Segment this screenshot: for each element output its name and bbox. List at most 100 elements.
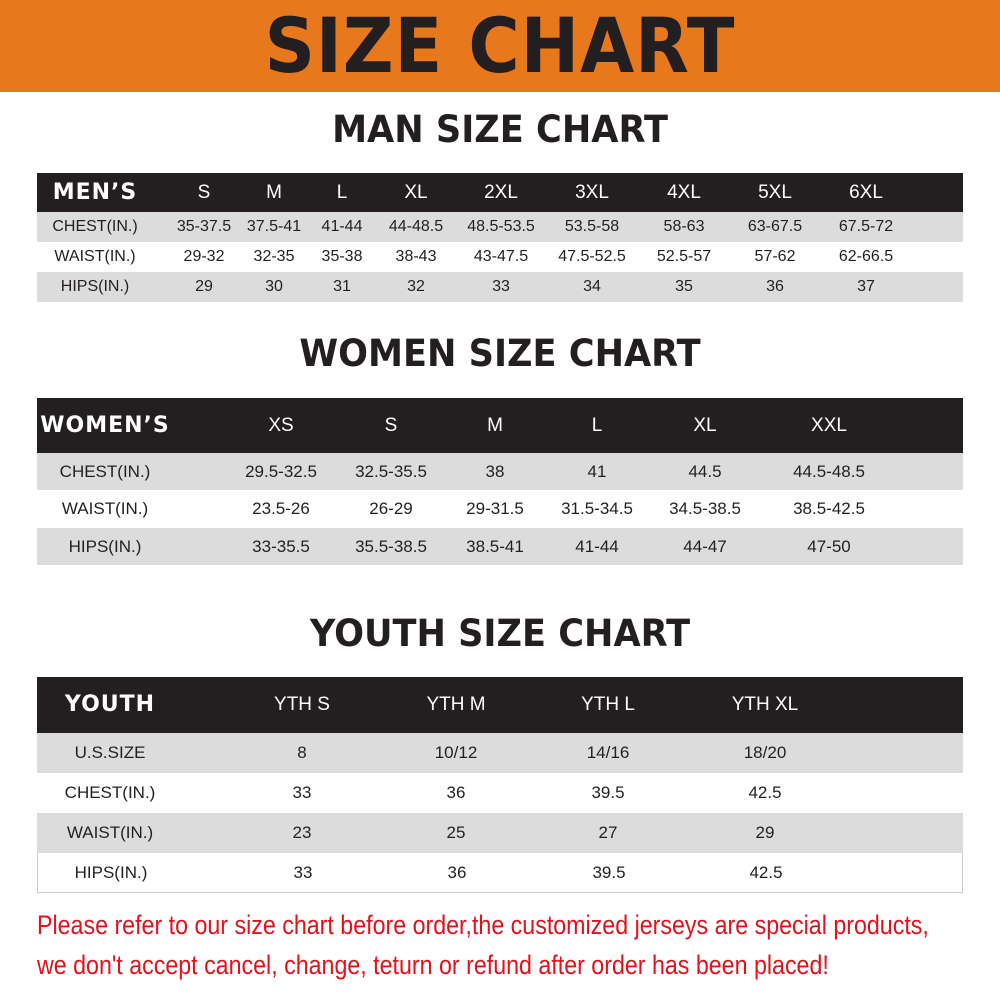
table-row: HIPS(IN.) 33 36 39.5 42.5 (37, 853, 963, 893)
table-cell: 57-62 (754, 248, 796, 265)
notice-line-1: Please refer to our size chart before or… (37, 910, 929, 940)
row-label: CHEST(IN.) (64, 783, 156, 802)
row-label: CHEST(IN.) (52, 218, 138, 235)
table-cell: 32-35 (253, 248, 295, 265)
table-cell: YTH L (581, 694, 635, 715)
table-cell: 32.5-35.5 (355, 462, 427, 481)
table-cell: S (384, 415, 398, 436)
row-label: U.S.SIZE (74, 743, 146, 762)
table-cell: L (336, 182, 348, 203)
table-cell: 38.5-42.5 (793, 499, 865, 518)
youth-section-title: YOUTH SIZE CHART (309, 612, 691, 655)
table-cell: 35-38 (321, 248, 363, 265)
row-label: WAIST(IN.) (61, 499, 149, 518)
table-cell: 47.5-52.5 (558, 248, 626, 265)
table-cell: 29-32 (183, 248, 225, 265)
table-cell: S (197, 182, 211, 203)
women-section-title: WOMEN SIZE CHART (299, 332, 701, 375)
table-cell: 58-63 (663, 218, 705, 235)
table-row: WAIST(IN.) 23 25 27 29 (37, 813, 963, 853)
page-title: SIZE CHART (264, 1, 736, 90)
table-cell: 37.5-41 (246, 218, 302, 235)
table-cell: 37 (857, 278, 875, 295)
table-cell: 42.5 (748, 783, 782, 802)
table-cell: 38-43 (395, 248, 437, 265)
table-cell: 67.5-72 (838, 218, 894, 235)
table-row: WAIST(IN.) 29-32 32-35 35-38 38-43 43-47.5 47.… (37, 242, 963, 272)
youth-header-row: YOUTH YTH S YTH M YTH L YTH XL (37, 677, 963, 733)
table-row: CHEST(IN.) 29.5-32.5 32.5-35.5 38 41 44.5 44.5… (37, 453, 963, 490)
table-cell: M (266, 182, 282, 203)
table-cell: 48.5-53.5 (467, 218, 535, 235)
table-cell: 18/20 (743, 743, 787, 762)
men-header-row: MEN’S S M L XL 2XL 3XL 4XL 5XL 6XL (37, 173, 963, 212)
row-label: MEN’S (52, 180, 138, 205)
table-cell: 53.5-58 (564, 218, 620, 235)
table-row: WAIST(IN.) 23.5-26 26-29 29-31.5 31.5-34.5 34… (37, 490, 963, 528)
table-cell: 33-35.5 (252, 537, 310, 556)
table-cell: 26-29 (369, 499, 413, 518)
table-cell: 36 (766, 278, 784, 295)
women-header-row: WOMEN’S XS S M L XL XXL (37, 398, 963, 453)
table-cell: 2XL (484, 182, 518, 203)
table-cell: 35-37.5 (176, 218, 232, 235)
table-cell: 41 (587, 462, 607, 481)
row-label: CHEST(IN.) (59, 462, 151, 481)
table-cell: 14/16 (586, 743, 630, 762)
table-row: CHEST(IN.) 35-37.5 37.5-41 41-44 44-48.5 48.5… (37, 212, 963, 242)
youth-size-table: YOUTH YTH S YTH M YTH L YTH XL U.S.SIZE 8 10/12… (37, 677, 963, 893)
table-cell: 39.5 (591, 783, 625, 802)
row-label: YOUTH (64, 692, 156, 717)
table-cell: 34 (583, 278, 601, 295)
table-cell: 31.5-34.5 (561, 499, 633, 518)
table-cell: XXL (811, 415, 847, 436)
table-cell: XL (404, 182, 428, 203)
table-row: CHEST(IN.) 33 36 39.5 42.5 (37, 773, 963, 813)
table-cell: M (487, 415, 503, 436)
table-cell: 6XL (849, 182, 883, 203)
women-size-table: WOMEN’S XS S M L XL XXL CHEST(IN.) 29.5-32.5 32.5… (37, 398, 963, 565)
table-cell: 23 (292, 823, 312, 842)
table-cell: 44-48.5 (388, 218, 444, 235)
table-cell: 33 (492, 278, 510, 295)
men-section-title: MAN SIZE CHART (332, 108, 668, 151)
table-cell: 43-47.5 (473, 248, 529, 265)
table-cell: XL (693, 415, 717, 436)
row-label: HIPS(IN.) (74, 863, 148, 882)
table-cell: 38.5-41 (466, 537, 524, 556)
table-cell: 23.5-26 (252, 499, 310, 518)
row-label: WOMEN’S (40, 413, 170, 438)
table-cell: 29-31.5 (466, 499, 524, 518)
table-cell: L (591, 415, 603, 436)
table-cell: 41-44 (575, 537, 619, 556)
table-cell: 44-47 (683, 537, 727, 556)
table-cell: 38 (485, 462, 505, 481)
table-cell: 5XL (758, 182, 792, 203)
table-cell: XS (268, 415, 294, 436)
title-banner: SIZE CHART (0, 0, 1000, 92)
table-cell: 33 (293, 863, 313, 882)
table-cell: 27 (598, 823, 618, 842)
table-row: HIPS(IN.) 33-35.5 35.5-38.5 38.5-41 41-44 44-… (37, 528, 963, 565)
table-row: HIPS(IN.) 29 30 31 32 33 34 35 36 37 (37, 272, 963, 302)
table-cell: 8 (297, 743, 307, 762)
table-cell: 44.5 (688, 462, 722, 481)
table-cell: 47-50 (807, 537, 851, 556)
table-cell: 39.5 (592, 863, 626, 882)
table-cell: 29 (195, 278, 213, 295)
table-cell: 29 (755, 823, 775, 842)
table-cell: 35 (675, 278, 693, 295)
table-cell: 34.5-38.5 (669, 499, 741, 518)
table-cell: YTH M (426, 694, 486, 715)
row-label: HIPS(IN.) (60, 278, 130, 295)
table-cell: 29.5-32.5 (245, 462, 317, 481)
table-cell: 4XL (667, 182, 701, 203)
table-cell: 33 (292, 783, 312, 802)
table-cell: 25 (446, 823, 466, 842)
notice-line-2: we don't accept cancel, change, teturn o… (37, 950, 829, 980)
table-row: U.S.SIZE 8 10/12 14/16 18/20 (37, 733, 963, 773)
table-cell: 42.5 (749, 863, 783, 882)
table-cell: 35.5-38.5 (355, 537, 427, 556)
table-cell: 32 (407, 278, 425, 295)
row-label: WAIST(IN.) (54, 248, 136, 265)
